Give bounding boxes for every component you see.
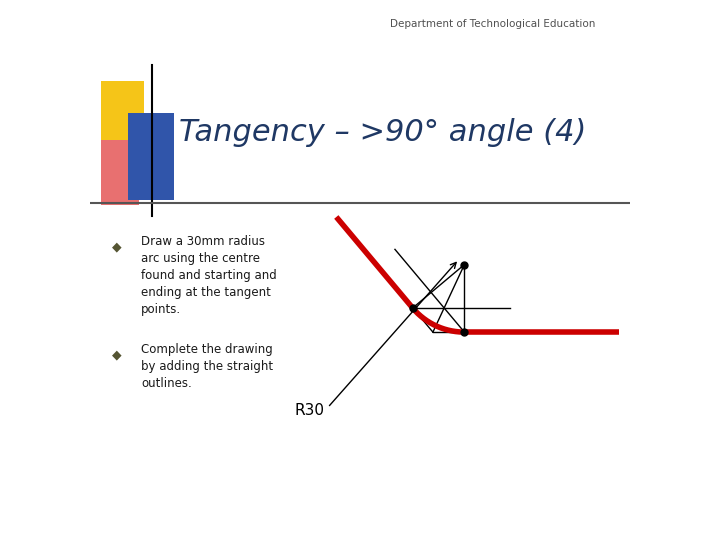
Text: R30: R30	[295, 403, 325, 418]
Text: Tangency – >90° angle (4): Tangency – >90° angle (4)	[179, 118, 587, 147]
Text: Complete the drawing
by adding the straight
outlines.: Complete the drawing by adding the strai…	[141, 343, 274, 390]
Polygon shape	[101, 140, 138, 205]
Text: ◆: ◆	[112, 240, 121, 253]
Polygon shape	[101, 81, 144, 151]
Text: ◆: ◆	[112, 348, 121, 361]
Polygon shape	[128, 113, 174, 200]
Text: Department of Technological Education: Department of Technological Education	[390, 19, 595, 29]
Text: Draw a 30mm radius
arc using the centre
found and starting and
ending at the tan: Draw a 30mm radius arc using the centre …	[141, 235, 277, 316]
